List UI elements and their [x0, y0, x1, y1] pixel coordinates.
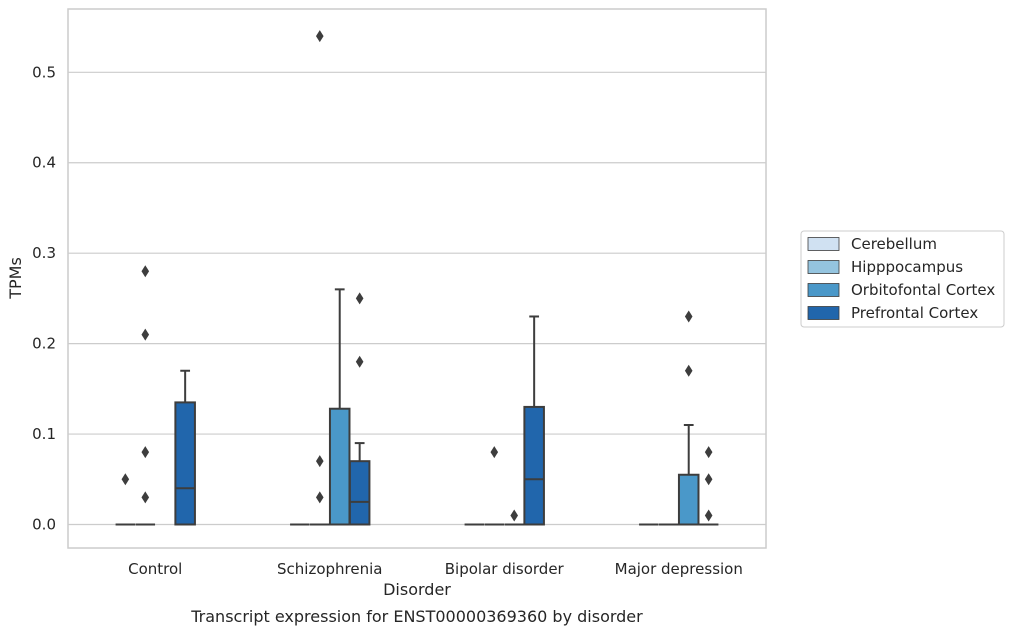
legend-label: Orbitofontal Cortex: [851, 281, 995, 299]
legend-label: Prefrontal Cortex: [851, 304, 978, 322]
outlier-point: [121, 473, 130, 486]
outlier-point: [355, 292, 364, 305]
box-body: [328, 407, 351, 526]
box-prefrontal-cortex: [523, 315, 545, 526]
outlier-point: [315, 491, 324, 504]
x-tick-labels: Control Schizophrenia Bipolar disorder Majo…: [128, 560, 743, 578]
outlier-point: [355, 355, 364, 368]
plot-frame: [67, 8, 767, 549]
outlier-point: [704, 446, 713, 459]
x-tick-label: Bipolar disorder: [445, 560, 565, 578]
y-tick-label: 0.3: [32, 244, 56, 262]
box-orbitofontal-cortex: [677, 310, 700, 526]
grid-lines: [68, 71, 766, 526]
box-hipppocampus: [310, 30, 330, 526]
outlier-point: [704, 473, 713, 486]
y-tick-label: 0.2: [32, 335, 56, 353]
box-hipppocampus: [135, 265, 156, 526]
box-body: [677, 473, 700, 526]
legend-swatch: [807, 283, 840, 297]
outlier-point: [141, 491, 150, 504]
outlier-point: [490, 446, 499, 459]
chart-caption: Transcript expression for ENST0000036936…: [190, 607, 643, 626]
outlier-point: [510, 509, 519, 522]
box-marks: [115, 30, 719, 526]
outlier-point: [141, 446, 150, 459]
x-tick-label: Schizophrenia: [277, 560, 382, 578]
box-body: [174, 401, 196, 526]
box-body: [523, 405, 545, 526]
box-cerebellum: [115, 473, 136, 526]
box-orbitofontal-cortex: [328, 288, 351, 526]
legend-swatch: [807, 260, 840, 274]
outlier-point: [704, 509, 713, 522]
legend-swatch: [807, 306, 840, 320]
outlier-point: [315, 455, 324, 468]
box-body: [348, 460, 371, 526]
x-axis-title: Disorder: [383, 580, 451, 599]
box-hipppocampus: [484, 446, 505, 526]
x-tick-label: Control: [128, 560, 182, 578]
legend: Cerebellum Hipppocampus Orbitofontal Corte…: [800, 230, 1005, 328]
y-tick-labels: 0.0 0.1 0.2 0.3 0.4 0.5: [32, 63, 56, 533]
legend-swatch: [807, 237, 840, 251]
y-tick-label: 0.1: [32, 425, 56, 443]
y-tick-label: 0.0: [32, 515, 56, 533]
box-prefrontal-cortex: [174, 369, 196, 526]
box-prefrontal-cortex: [698, 446, 719, 526]
y-axis-title: TPMs: [6, 257, 25, 300]
x-tick-label: Major depression: [615, 560, 743, 578]
outlier-point: [141, 328, 150, 341]
legend-frame: [800, 230, 1005, 328]
outlier-point: [315, 30, 324, 43]
box-prefrontal-cortex: [348, 292, 371, 526]
y-tick-label: 0.5: [32, 63, 56, 81]
y-tick-label: 0.4: [32, 154, 56, 172]
legend-label: Hipppocampus: [851, 258, 963, 276]
outlier-point: [684, 364, 693, 377]
outlier-point: [141, 265, 150, 278]
box-orbitofontal-cortex: [504, 509, 524, 526]
legend-label: Cerebellum: [851, 235, 937, 253]
outlier-point: [684, 310, 693, 323]
